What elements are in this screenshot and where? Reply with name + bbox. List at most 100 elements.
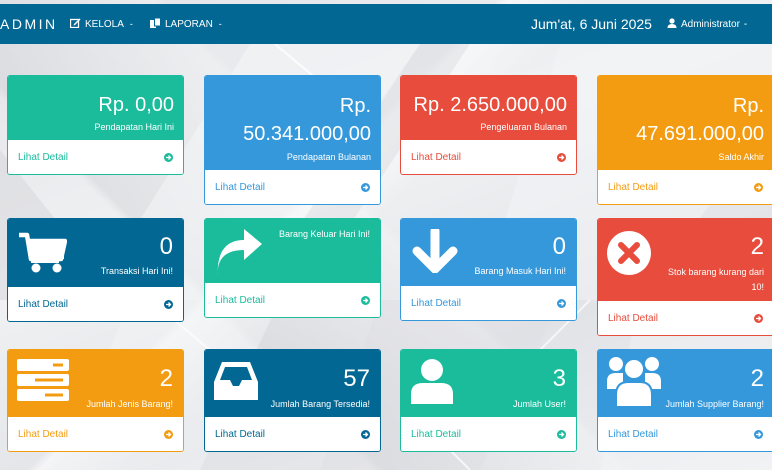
current-date: Jum'at, 6 Juni 2025 — [531, 16, 652, 32]
card-value: 2 — [750, 233, 764, 260]
share-arrow-icon — [214, 227, 266, 280]
arrow-circle-right-icon — [754, 429, 763, 439]
card-header: 0 Transaksi Hari Ini! — [8, 219, 183, 287]
lihat-detail-label: Lihat Detail — [18, 428, 69, 440]
card-jumlah-jenis-barang: 2 Jumlah Jenis Barang! Lihat Detail — [7, 349, 184, 452]
lihat-detail-link[interactable]: Lihat Detail — [598, 170, 772, 204]
card-value: 47.691.000,00 — [636, 123, 764, 145]
card-label: Saldo Akhir — [718, 152, 764, 162]
lihat-detail-link[interactable]: Lihat Detail — [8, 287, 183, 321]
nav-menu-laporan[interactable]: LAPORAN - — [150, 4, 222, 44]
arrow-circle-right-icon — [361, 429, 370, 439]
arrow-circle-right-icon — [754, 182, 763, 192]
card-transaksi-hari-ini: 0 Transaksi Hari Ini! Lihat Detail — [7, 218, 184, 322]
card-header: 2 Stok barang kurang dari 10! — [598, 219, 772, 301]
lihat-detail-link[interactable]: Lihat Detail — [205, 170, 380, 204]
card-label: Barang Masuk Hari Ini! — [474, 266, 566, 276]
lihat-detail-link[interactable]: Lihat Detail — [8, 417, 183, 451]
lihat-detail-label: Lihat Detail — [411, 428, 462, 440]
card-header: Rp. 50.341.000,00 Pendapatan Bulanan — [205, 76, 380, 170]
card-label: Transaksi Hari Ini! — [100, 266, 173, 276]
arrow-circle-right-icon — [557, 429, 566, 439]
user-icon — [411, 358, 453, 409]
nav-menu-laporan-label: LAPORAN — [165, 18, 213, 30]
card-jumlah-user: 3 Jumlah User! Lihat Detail — [400, 349, 577, 452]
times-circle-icon — [607, 231, 651, 280]
card-value: 3 — [552, 365, 566, 392]
card-value: 0 — [552, 233, 566, 260]
card-value: 2 — [750, 365, 764, 392]
lihat-detail-label: Lihat Detail — [608, 428, 659, 440]
server-icon — [17, 359, 69, 406]
lihat-detail-label: Lihat Detail — [411, 297, 462, 309]
card-pendapatan-bulanan: Rp. 50.341.000,00 Pendapatan Bulanan Lih… — [204, 75, 381, 205]
card-value: Rp. 2.650.000,00 — [413, 94, 567, 116]
card-header: Rp. 2.650.000,00 Pengeluaran Bulanan — [401, 76, 576, 140]
lihat-detail-label: Lihat Detail — [18, 298, 69, 310]
card-label: Stok barang kurang dari 10! — [668, 265, 764, 295]
top-navbar: ADMIN KELOLA - LAPORAN - Jum'at, 6 Juni … — [0, 4, 772, 44]
card-header: 0 Barang Masuk Hari Ini! — [401, 219, 576, 286]
lihat-detail-link[interactable]: Lihat Detail — [401, 140, 576, 174]
arrow-circle-right-icon — [557, 152, 566, 162]
lihat-detail-link[interactable]: Lihat Detail — [8, 140, 183, 174]
card-value: 57 — [343, 365, 370, 392]
lihat-detail-label: Lihat Detail — [608, 181, 659, 193]
card-header: 3 Jumlah User! — [401, 350, 576, 417]
arrow-circle-right-icon — [361, 182, 370, 192]
lihat-detail-link[interactable]: Lihat Detail — [598, 301, 772, 335]
card-jumlah-barang-tersedia: 57 Jumlah Barang Tersedia! Lihat Detail — [204, 349, 381, 452]
caret-down-icon: - — [218, 19, 222, 29]
lihat-detail-label: Lihat Detail — [215, 181, 266, 193]
caret-down-icon: - — [743, 18, 748, 30]
user-menu-label: Administrator — [681, 18, 740, 30]
arrow-circle-right-icon — [164, 429, 173, 439]
arrow-circle-right-icon — [164, 299, 173, 309]
card-value: 2 — [159, 365, 173, 392]
card-label: Jumlah Barang Tersedia! — [270, 399, 370, 409]
lihat-detail-label: Lihat Detail — [411, 151, 462, 163]
card-label: Jumlah Supplier Barang! — [665, 399, 764, 409]
card-header: 2 Jumlah Jenis Barang! — [8, 350, 183, 417]
card-header: 2 Jumlah Supplier Barang! — [598, 350, 772, 417]
caret-down-icon: - — [129, 19, 133, 29]
arrow-down-icon — [412, 226, 458, 278]
lihat-detail-link[interactable]: Lihat Detail — [401, 417, 576, 451]
arrow-circle-right-icon — [361, 295, 370, 305]
card-label-line1: Stok barang kurang dari — [667, 267, 764, 277]
lihat-detail-label: Lihat Detail — [18, 151, 69, 163]
card-label: Pendapatan Bulanan — [286, 152, 371, 162]
edit-icon — [69, 18, 81, 31]
arrow-circle-right-icon — [164, 152, 173, 162]
lihat-detail-link[interactable]: Lihat Detail — [205, 417, 380, 451]
nav-menu-kelola[interactable]: KELOLA - — [69, 4, 133, 44]
card-header: Rp. 47.691.000,00 Saldo Akhir — [598, 76, 772, 170]
card-value: 0 — [159, 233, 173, 260]
lihat-detail-label: Lihat Detail — [215, 428, 266, 440]
card-header: Rp. 0,00 Pendapatan Hari Ini — [8, 76, 183, 140]
nav-menu-kelola-label: KELOLA — [85, 18, 124, 30]
card-label: Jumlah Jenis Barang! — [86, 399, 173, 409]
card-label: Pendapatan Hari Ini — [94, 122, 174, 132]
users-icon — [607, 355, 661, 412]
card-value-prefix: Rp. — [732, 95, 764, 117]
lihat-detail-label: Lihat Detail — [215, 294, 266, 306]
card-pendapatan-hari-ini: Rp. 0,00 Pendapatan Hari Ini Lihat Detai… — [7, 75, 184, 175]
card-barang-keluar: Barang Keluar Hari Ini! Lihat Detail — [204, 218, 381, 318]
card-label-line2: 10! — [751, 282, 764, 292]
card-label: Barang Keluar Hari Ini! — [278, 229, 370, 239]
brand-logo[interactable]: ADMIN — [0, 16, 58, 32]
user-icon — [667, 17, 677, 31]
arrow-circle-right-icon — [557, 298, 566, 308]
card-value: Rp. 0,00 — [98, 94, 174, 116]
lihat-detail-link[interactable]: Lihat Detail — [598, 417, 772, 451]
card-header: 57 Jumlah Barang Tersedia! — [205, 350, 380, 417]
user-menu[interactable]: Administrator - — [667, 4, 747, 44]
card-pengeluaran-bulanan: Rp. 2.650.000,00 Pengeluaran Bulanan Lih… — [400, 75, 577, 175]
lihat-detail-link[interactable]: Lihat Detail — [401, 286, 576, 320]
lihat-detail-label: Lihat Detail — [608, 312, 659, 324]
arrow-circle-right-icon — [754, 313, 763, 323]
lihat-detail-link[interactable]: Lihat Detail — [205, 283, 380, 317]
card-barang-masuk: 0 Barang Masuk Hari Ini! Lihat Detail — [400, 218, 577, 321]
copy-icon — [150, 17, 161, 31]
